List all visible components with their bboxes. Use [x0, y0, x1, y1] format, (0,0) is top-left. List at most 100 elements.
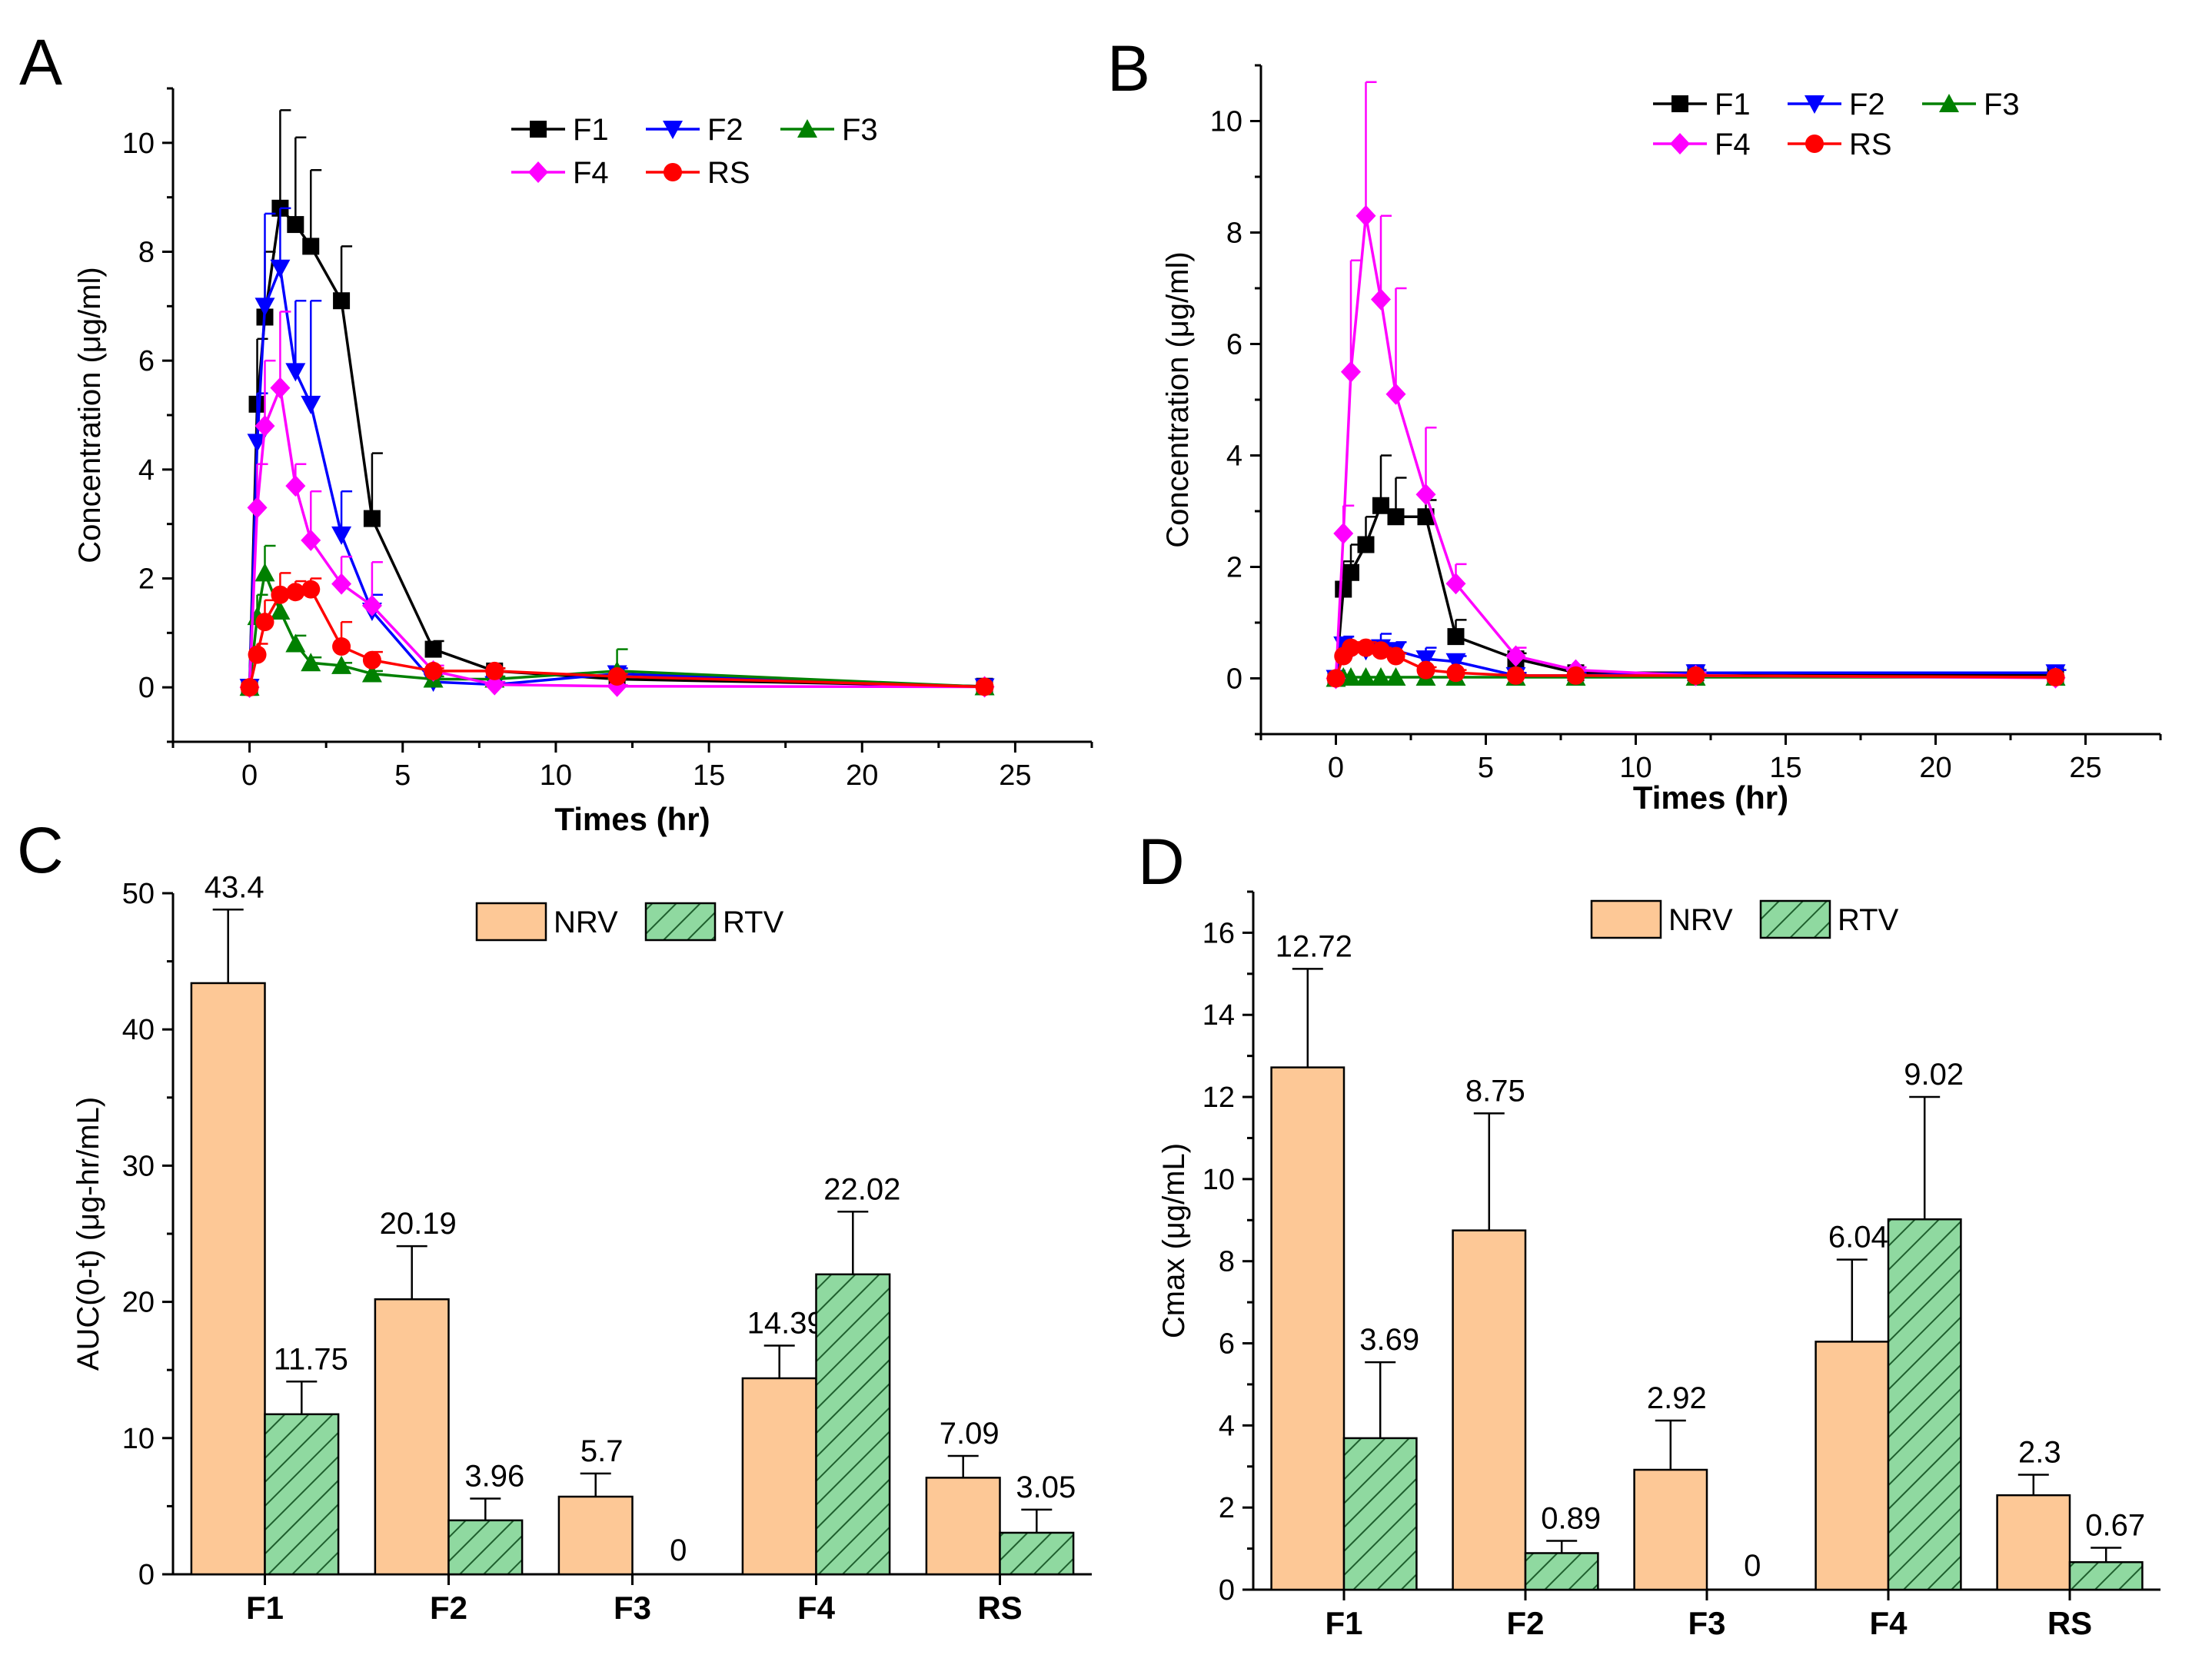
data-point — [270, 259, 291, 278]
x-tick-label: F4 — [1869, 1605, 1908, 1641]
x-tick-label: 10 — [1619, 752, 1652, 784]
legend-label: F1 — [1715, 88, 1751, 121]
y-tick-label: 20 — [122, 1287, 155, 1319]
data-point — [1335, 580, 1352, 598]
bar-nrv — [741, 1377, 817, 1576]
bar-nrv — [925, 1477, 1001, 1576]
data-label: 12.72 — [1276, 929, 1352, 963]
data-point — [424, 640, 442, 658]
y-tick-label: 0 — [138, 1559, 155, 1591]
legend-label: RS — [1849, 128, 1892, 161]
panel-letter-c: C — [17, 814, 64, 886]
legend-label: F3 — [1984, 88, 2020, 121]
data-label: 7.09 — [940, 1417, 1000, 1451]
series-line-f1 — [1334, 503, 2056, 679]
y-axis-title: Concentration (μg/ml) — [73, 267, 107, 563]
data-point — [254, 415, 275, 437]
legend-label: RTV — [1838, 903, 1899, 937]
data-point — [1385, 383, 1406, 405]
legend-marker — [1670, 133, 1690, 155]
data-point — [1415, 484, 1436, 506]
x-tick-label: RS — [977, 1590, 1022, 1626]
legend-label: F2 — [707, 113, 743, 147]
bar-rtv — [999, 1531, 1075, 1576]
data-point — [1371, 288, 1391, 311]
panel-letter-b: B — [1107, 32, 1150, 105]
data-label: 9.02 — [1904, 1058, 1964, 1092]
y-tick-label: 10 — [1202, 1164, 1235, 1196]
bar-nrv — [1270, 1066, 1345, 1591]
x-tick-label: 0 — [241, 759, 258, 792]
legend-swatch-nrv — [475, 902, 547, 942]
x-tick-label: F2 — [1506, 1605, 1544, 1641]
data-point — [254, 297, 275, 317]
legend-marker — [528, 161, 548, 183]
x-tick-label: 10 — [540, 759, 572, 792]
data-point — [301, 395, 321, 414]
bar-nrv — [1633, 1468, 1708, 1591]
series-f1 — [241, 109, 993, 696]
data-point — [302, 238, 320, 255]
series-f4 — [1326, 81, 2066, 690]
y-tick-label: 8 — [1219, 1246, 1235, 1278]
data-point — [424, 661, 443, 680]
panel-d-bar-chart: 0 2 4 6 8 10 12 14 16 Cmax (μg/mL) F1 12.72 3.69 F2 8.… — [1157, 890, 2160, 1641]
legend: NRV RTV — [475, 902, 784, 942]
data-point — [285, 475, 306, 497]
panel-a-line-chart: 0 5 10 15 20 25 0 2 4 6 8 10 Times (hr) Concentration… — [73, 87, 1093, 837]
x-tick-label: F4 — [797, 1590, 836, 1626]
data-label: 0 — [1744, 1549, 1761, 1583]
data-label: 3.96 — [464, 1459, 524, 1493]
data-point — [332, 637, 351, 656]
x-tick-label: 5 — [1478, 752, 1494, 784]
data-point — [1355, 667, 1376, 686]
bar-nrv — [374, 1298, 450, 1576]
data-label: 2.3 — [2018, 1435, 2061, 1469]
data-point — [254, 563, 275, 582]
legend: F1 F2 F3 F4 RS — [511, 113, 878, 190]
legend-label: F2 — [1849, 88, 1885, 121]
data-point — [271, 585, 290, 604]
bar-rtv — [264, 1413, 340, 1576]
legend-label: F4 — [573, 156, 609, 190]
data-label: 0 — [670, 1534, 687, 1567]
bar-nrv — [190, 982, 266, 1576]
y-axis-title: Cmax (μg/mL) — [1157, 1143, 1191, 1338]
legend: NRV RTV — [1590, 899, 1899, 939]
legend-marker — [1671, 95, 1688, 112]
data-label: 3.69 — [1359, 1323, 1419, 1357]
x-tick-label: 5 — [394, 759, 411, 792]
data-point — [255, 613, 274, 632]
series-line-f4 — [248, 383, 985, 689]
legend-marker — [663, 121, 683, 139]
x-tick-label: 0 — [1328, 752, 1344, 784]
data-label: 6.04 — [1828, 1221, 1888, 1255]
data-point — [247, 434, 268, 453]
data-label: 2.92 — [1647, 1381, 1707, 1415]
data-point — [1355, 204, 1376, 227]
data-point — [240, 678, 259, 697]
data-point — [1326, 669, 1345, 688]
bar-nrv — [557, 1495, 634, 1576]
y-tick-label: 4 — [1226, 440, 1242, 473]
data-label: 5.7 — [580, 1434, 624, 1468]
legend-swatch-rtv — [644, 902, 717, 942]
panel-letter-a: A — [19, 26, 62, 98]
data-point — [1566, 666, 1585, 685]
y-tick-label: 16 — [1202, 917, 1235, 949]
x-tick-label: F3 — [614, 1590, 651, 1626]
data-point — [247, 497, 268, 519]
y-tick-label: 6 — [138, 345, 155, 377]
data-point — [248, 645, 267, 664]
legend: F1 F2 F3 F4 RS — [1653, 88, 2020, 161]
data-label: 11.75 — [274, 1342, 348, 1376]
y-axis-title: AUC(0-t) (μg-hr/mL) — [72, 1097, 105, 1371]
data-point — [485, 661, 504, 680]
y-tick-label: 50 — [122, 878, 155, 910]
x-tick-label: 20 — [846, 759, 878, 792]
legend-swatch-nrv — [1590, 899, 1662, 939]
data-point — [1341, 361, 1361, 383]
data-label: 0.89 — [1541, 1501, 1601, 1535]
x-tick-label: 25 — [2069, 752, 2101, 784]
data-point — [285, 633, 306, 653]
